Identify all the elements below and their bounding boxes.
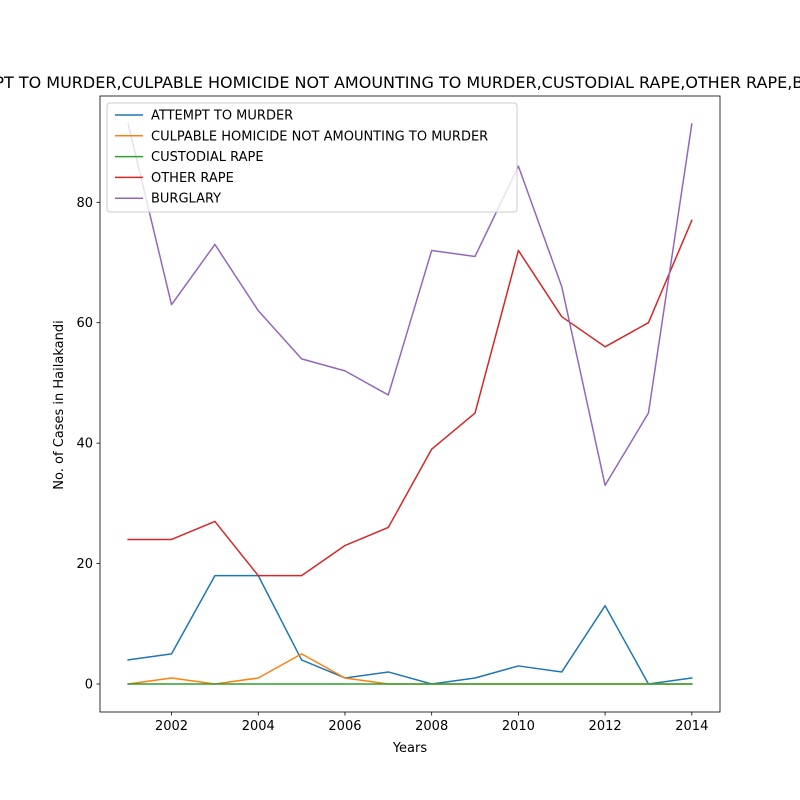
legend-label-1: ATTEMPT TO MURDER: [151, 109, 293, 124]
x-tick-label: 2008: [415, 719, 448, 734]
x-tick-label: 2010: [502, 719, 535, 734]
plot-area: 2002 2004 2006 2008 2010 2012 2014 0 20 40 60 80: [76, 95, 721, 734]
y-tick-label: 80: [76, 196, 93, 211]
series-line-4: [127, 219, 693, 577]
legend-box: [106, 102, 518, 213]
x-tick-label: 2002: [155, 719, 188, 734]
y-tick-label: 60: [76, 316, 93, 331]
legend-label-2: CULPABLE HOMICIDE NOT AMOUNTING TO MURDE…: [151, 129, 488, 144]
y-tick-label: 0: [85, 678, 93, 693]
chart-title: ATTEMPT TO MURDER,CULPABLE HOMICIDE NOT …: [0, 73, 800, 92]
x-tick-label: 2004: [242, 719, 275, 734]
series-line-2: [127, 653, 693, 685]
y-axis-label: No. of Cases in Hailakandi: [52, 320, 67, 489]
series-line-1: [127, 574, 693, 685]
legend-label-4: OTHER RAPE: [151, 171, 234, 186]
axes-frame: [99, 95, 721, 713]
x-axis-label: Years: [392, 741, 428, 756]
legend: ATTEMPT TO MURDER CULPABLE HOMICIDE NOT A…: [106, 102, 518, 213]
y-tick-label: 20: [76, 557, 93, 572]
series-line-5: [127, 123, 693, 487]
legend-label-3: CUSTODIAL RAPE: [151, 150, 264, 165]
x-tick-label: 2006: [328, 719, 361, 734]
x-tick-label: 2014: [675, 719, 708, 734]
x-tick-label: 2012: [589, 719, 622, 734]
legend-label-5: BURGLARY: [151, 192, 221, 207]
y-tick-label: 40: [76, 437, 93, 452]
